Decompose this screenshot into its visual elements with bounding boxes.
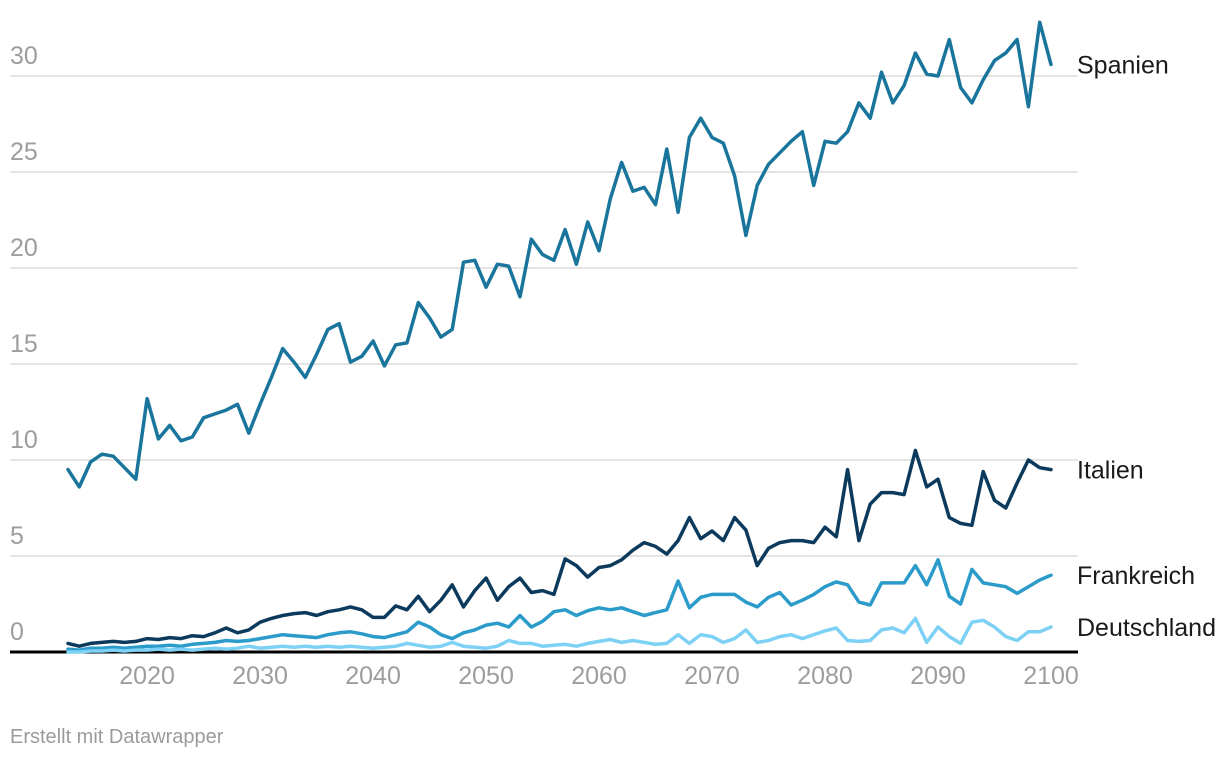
series-line-deutschland <box>66 616 1053 654</box>
y-tick-label: 20 <box>10 234 38 262</box>
x-tick-label: 2080 <box>797 662 853 690</box>
series-line-italien <box>66 448 1053 648</box>
y-tick-label: 15 <box>10 330 38 358</box>
series-line-spanien <box>66 20 1053 489</box>
series-label-frankreich: Frankreich <box>1077 562 1195 590</box>
x-tick-label: 2090 <box>910 662 966 690</box>
series-label-italien: Italien <box>1077 457 1144 485</box>
y-tick-label: 30 <box>10 42 38 70</box>
chart-canvas: 0 5 10 15 20 25 30 2020 2030 2040 2050 2060 2070 2080… <box>10 20 1216 690</box>
series-label-spanien: Spanien <box>1077 51 1169 79</box>
x-tick-label: 2030 <box>232 662 288 690</box>
x-tick-label: 2040 <box>345 662 401 690</box>
x-tick-label: 2020 <box>119 662 175 690</box>
y-tick-label: 5 <box>10 522 24 550</box>
y-tick-label: 25 <box>10 138 38 166</box>
x-tick-label: 2050 <box>458 662 514 690</box>
y-tick-label: 0 <box>10 618 24 646</box>
x-tick-label: 2060 <box>571 662 627 690</box>
series-line-frankreich <box>66 558 1053 652</box>
x-tick-label: 2100 <box>1023 662 1079 690</box>
x-tick-label: 2070 <box>684 662 740 690</box>
y-tick-label: 10 <box>10 426 38 454</box>
series-label-deutschland: Deutschland <box>1077 614 1216 642</box>
datawrapper-attribution-link[interactable]: Erstellt mit Datawrapper <box>10 726 224 748</box>
